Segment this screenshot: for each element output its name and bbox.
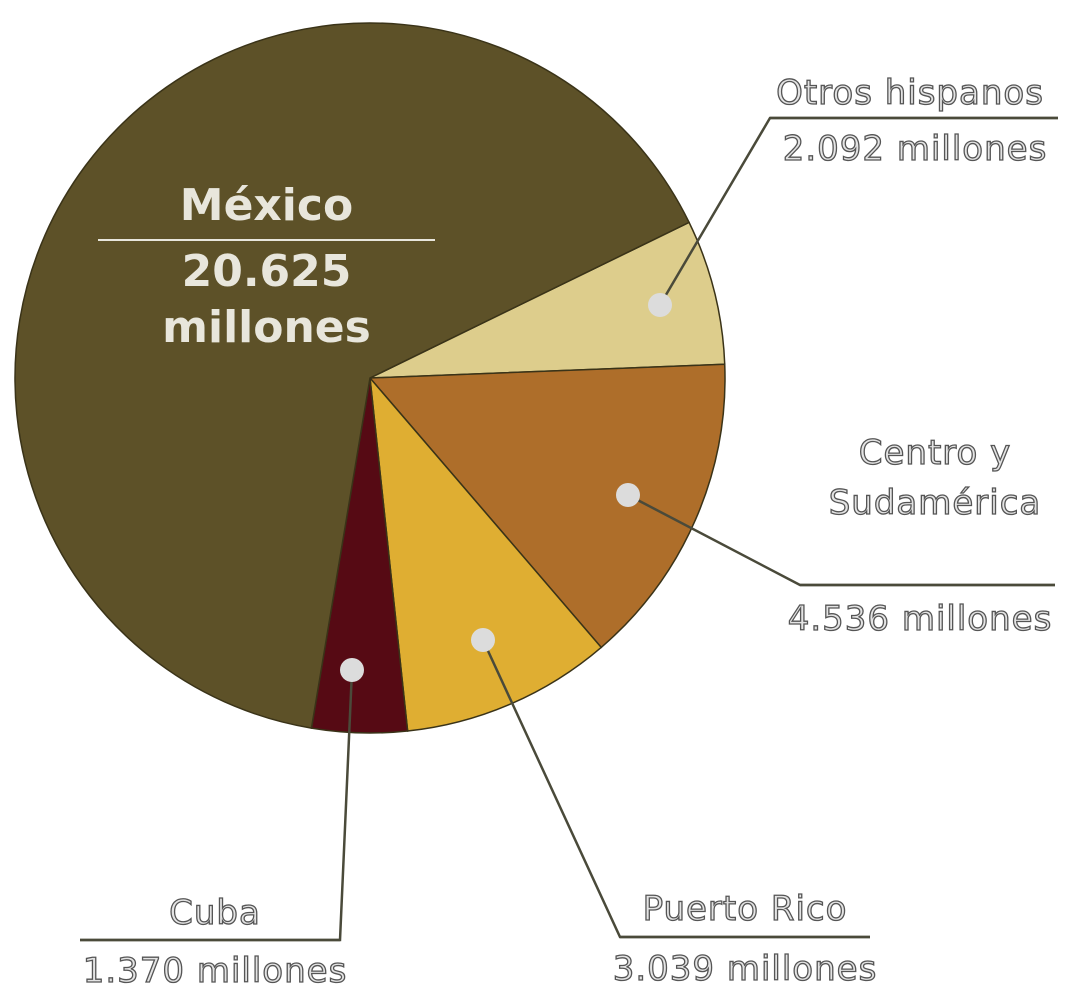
- pie-slice: [14, 22, 691, 730]
- value-label: 2.092 millones: [782, 128, 1048, 169]
- value-label: 20.625 millones: [162, 246, 371, 353]
- label-dot: [471, 628, 495, 652]
- pie-slice: [368, 375, 603, 732]
- pie-slice: [368, 363, 726, 649]
- category-label: Puerto Rico: [642, 888, 848, 929]
- label-dot: [616, 483, 640, 507]
- category-label: Otros hispanos: [775, 72, 1044, 113]
- value-label: 1.370 millones: [82, 950, 348, 989]
- label-dot: [340, 658, 364, 682]
- label-dot: [648, 293, 672, 317]
- value-label: 4.536 millones: [787, 598, 1053, 639]
- value-label: 3.039 millones: [612, 948, 878, 989]
- category-label: México: [179, 180, 354, 231]
- category-label: Centro y Sudamérica: [828, 432, 1042, 523]
- category-label: Cuba: [168, 892, 261, 933]
- pie-slice: [369, 221, 726, 379]
